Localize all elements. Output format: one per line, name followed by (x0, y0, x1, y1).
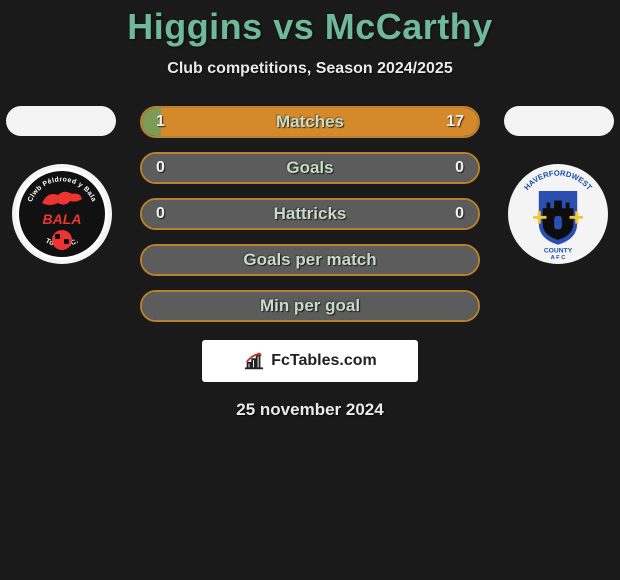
player-photo-placeholder-left (6, 106, 116, 136)
svg-text:A F C: A F C (551, 255, 566, 261)
club-badge-left: Clwb Pêldroed y Bala Town F.C. BALA (12, 164, 112, 264)
stat-value-left: 0 (142, 200, 179, 228)
bala-town-crest: Clwb Pêldroed y Bala Town F.C. BALA (16, 168, 108, 260)
stat-value-right: 0 (441, 200, 478, 228)
stat-label: Hattricks (142, 200, 478, 228)
stat-bar: Hattricks0 0 (140, 198, 480, 230)
stat-bar: Goals per match (140, 244, 480, 276)
stat-value-left: 1 (142, 108, 179, 136)
stat-label: Min per goal (142, 292, 478, 320)
haverfordwest-crest: HAVERFORDWEST COUNTY A F C (510, 166, 606, 262)
player-photo-placeholder-right (504, 106, 614, 136)
stat-bars: Matches117Goals00Hattricks00Goals per ma… (140, 106, 480, 322)
page-title: Higgins vs McCarthy (127, 6, 493, 48)
stat-bar: Matches1 17 (140, 106, 480, 138)
football-icon (52, 230, 72, 250)
svg-text:HAVERFORDWEST: HAVERFORDWEST (522, 169, 594, 193)
fctables-watermark: FcTables.com (202, 340, 418, 382)
stat-value-right: 17 (432, 108, 478, 136)
fctables-label: FcTables.com (271, 352, 377, 370)
stat-value-right: 0 (441, 154, 478, 182)
svg-text:Clwb Pêldroed y Bala: Clwb Pêldroed y Bala (27, 176, 97, 203)
subtitle: Club competitions, Season 2024/2025 (167, 60, 452, 78)
comparison-infographic: Higgins vs McCarthy Club competitions, S… (0, 0, 620, 580)
svg-text:COUNTY: COUNTY (544, 247, 573, 254)
club-badge-right: HAVERFORDWEST COUNTY A F C (508, 164, 608, 264)
stat-label: Matches (142, 108, 478, 136)
stat-bar: Min per goal (140, 290, 480, 322)
bar-chart-icon (243, 350, 265, 372)
stat-label: Goals per match (142, 246, 478, 274)
stat-bar: Goals0 0 (140, 152, 480, 184)
stat-label: Goals (142, 154, 478, 182)
stats-block: Clwb Pêldroed y Bala Town F.C. BALA (0, 106, 620, 322)
stat-value-left: 0 (142, 154, 179, 182)
date-text: 25 november 2024 (236, 400, 383, 420)
